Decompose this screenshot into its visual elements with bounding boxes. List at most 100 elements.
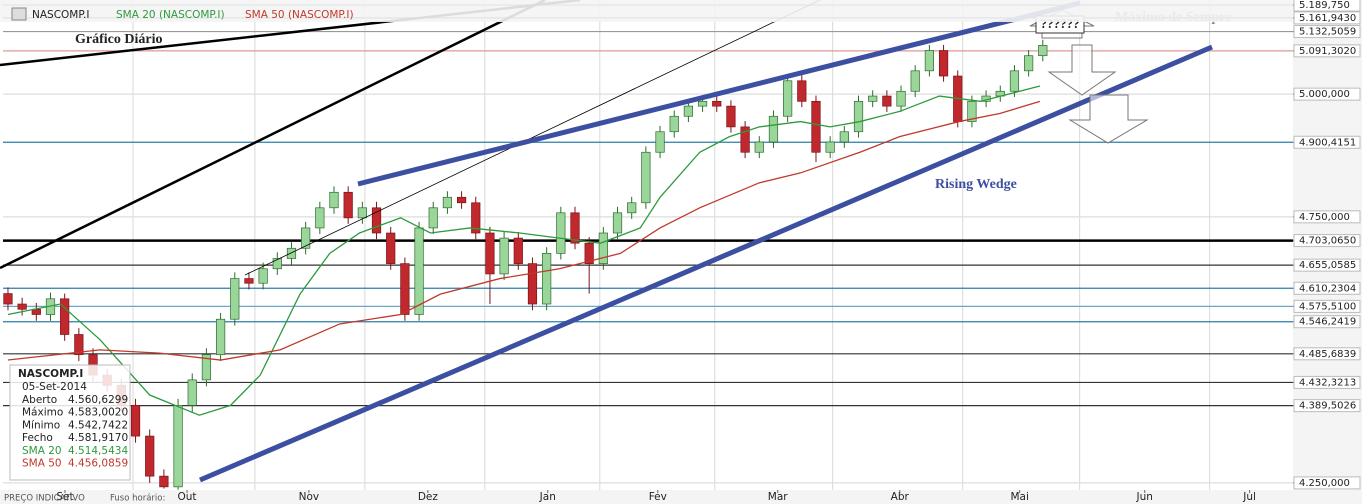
candle-body [400,263,410,315]
y-tick-label: 4.655,0585 [1299,260,1356,271]
candle-body [598,232,608,264]
info-label: Aberto [22,394,57,406]
candle-body [428,207,438,229]
x-tick-label: Out [177,491,196,503]
candle-body [442,196,453,209]
candle-body [627,202,637,214]
info-label: Fecho [22,432,53,444]
y-tick-box [1293,210,1361,224]
y-tick-box [1293,0,1361,12]
channel-line [0,0,546,270]
candle-body [1038,45,1048,57]
price-note: PREÇO INDICATIVO [4,494,85,504]
candle-body [683,105,694,117]
candle-body [456,196,467,204]
candle-body [485,232,495,275]
candle-body [471,202,481,234]
x-tick-label: Mai [1010,491,1028,503]
y-tick-label: 4.485,6839 [1299,349,1356,360]
drawings [0,0,1213,483]
info-title: NASCOMP.I [18,368,83,380]
info-date: 05-Set-2014 [22,381,87,393]
y-tick-label: 5.091,3020 [1299,46,1356,57]
info-value: 4.514,5434 [68,445,128,457]
candle-body [797,80,807,102]
sma-line [7,85,1041,416]
candle-body [258,268,268,284]
candle-body [853,100,864,133]
y-tick-label: 4.432,3213 [1299,377,1356,388]
x-tick-label: Jun [1136,491,1153,503]
candle-body [343,191,353,219]
candle-body [697,100,708,107]
candle-body [414,227,424,315]
candle-body [783,80,793,117]
info-box [9,364,131,481]
candle-body [811,100,821,153]
candle-body [272,258,282,270]
candle-body [542,253,552,305]
y-tick-label: 4.389,5026 [1299,401,1356,412]
legend-entry: SMA 20 (NASCOMP.I) [116,9,225,21]
candle-body [173,405,183,488]
info-value: 4.542,7422 [68,419,128,431]
candle-body [612,212,623,234]
candle-body [3,293,13,305]
y-tick-box [1293,347,1361,361]
info-value: 4.581,9170 [68,432,128,444]
axis-layer: Set Out Nov Dez Jan Fev Mar Abr Mai Jun Jul 5.189,7… [56,0,1361,503]
y-tick-label: 5.000,000 [1299,89,1350,100]
y-tick-label: 4.575,5100 [1299,301,1356,312]
y-tick-label: 4.610,2304 [1299,283,1356,294]
candle-body [286,247,297,259]
y-tick-box [1293,399,1361,413]
candle-body [967,100,977,122]
candle-body [910,70,920,92]
x-tick-label: Fev [649,491,667,503]
y-tick-box [1293,281,1361,295]
legend-icon [11,7,27,21]
candle-body [584,242,594,264]
x-tick-label: Jul [1242,491,1256,503]
y-tick-box [1293,476,1361,490]
candle-body [130,405,141,437]
candle-body [244,278,254,284]
y-tick-box [1293,87,1361,101]
y-tick-label: 5.161,9430 [1299,13,1356,24]
candle-body [329,191,339,209]
y-tick-label: 4.900,4151 [1299,137,1356,148]
candle-body [1009,70,1020,92]
candle-body [839,131,849,143]
candle-body [201,354,212,381]
candle-body [230,278,240,320]
info-label: Mínimo [22,419,60,431]
legend-entry: SMA 50 (NASCOMP.I) [245,9,354,21]
candle-body [60,298,70,335]
y-tick-label: 4.703,0650 [1299,236,1356,247]
candle-body [159,475,169,488]
info-label: Máximo [22,407,63,419]
candle-body [499,237,509,275]
info-value: 4.583,0020 [68,407,128,419]
candle-body [924,50,934,72]
y-tick-box [1293,135,1361,149]
y-tick-box [1293,375,1361,389]
info-rows: Aberto 4.560,6299 Máximo 4.583,0020 Mínimo 4.… [22,394,128,470]
x-tick-label: Mar [768,491,788,503]
candle-body [371,207,382,234]
candle-body [882,95,892,107]
y-tick-box [1293,258,1361,272]
channel-line [244,0,821,276]
info-value: 4.560,6299 [68,394,128,406]
candle-body [357,207,367,219]
x-tick-label: Jan [539,491,556,503]
candle-body [938,50,949,77]
y-tick-box [1293,315,1361,329]
y-tick-box [1293,25,1361,39]
candle-body [315,207,325,229]
wedge-lower [199,44,1213,483]
candle-body [712,100,722,107]
y-tick-box [1293,299,1361,313]
